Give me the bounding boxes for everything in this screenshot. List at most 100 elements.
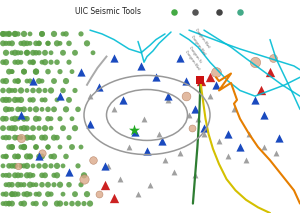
Point	[49, 51, 53, 55]
Point	[22, 70, 26, 73]
Point	[1, 42, 5, 45]
Point	[70, 202, 74, 205]
Point	[121, 98, 125, 102]
Point	[49, 127, 53, 130]
Point	[82, 174, 86, 177]
Point	[238, 10, 242, 14]
Point	[10, 164, 14, 168]
Point	[10, 183, 14, 186]
Point	[34, 42, 38, 45]
Point	[10, 193, 14, 196]
Point	[13, 89, 17, 92]
Point	[1, 193, 5, 196]
Point	[19, 202, 23, 205]
Point	[46, 145, 50, 149]
Point	[136, 193, 140, 196]
Point	[43, 98, 47, 102]
Point	[25, 117, 29, 121]
Point	[25, 136, 29, 139]
Point	[49, 89, 53, 92]
Point	[55, 174, 59, 177]
Point	[13, 155, 17, 158]
Point	[49, 117, 53, 121]
Point	[10, 70, 14, 73]
Point	[4, 32, 8, 36]
Text: UIC Seismic Tools: UIC Seismic Tools	[75, 7, 141, 16]
Point	[106, 164, 110, 168]
Point	[226, 155, 230, 158]
Point	[34, 108, 38, 111]
Point	[76, 108, 80, 111]
Point	[31, 127, 35, 130]
Point	[28, 193, 32, 196]
Point	[1, 155, 5, 158]
Point	[19, 145, 23, 149]
Point	[64, 32, 68, 36]
Point	[13, 193, 17, 196]
Point	[7, 42, 11, 45]
Point	[34, 117, 38, 121]
Point	[73, 127, 77, 130]
Point	[184, 94, 188, 98]
Point	[160, 140, 164, 143]
Point	[4, 60, 8, 64]
Point	[55, 202, 59, 205]
Point	[13, 174, 17, 177]
Point	[202, 127, 206, 130]
Point	[31, 136, 35, 139]
Point	[4, 155, 8, 158]
Point	[7, 145, 11, 149]
Point	[76, 164, 80, 168]
Point	[7, 89, 11, 92]
Point	[52, 108, 56, 111]
Point	[49, 155, 53, 158]
Point	[7, 127, 11, 130]
Point	[73, 51, 77, 55]
Point	[13, 127, 17, 130]
Point	[131, 128, 136, 132]
Point	[202, 132, 206, 135]
Point	[193, 10, 197, 14]
Point	[79, 70, 83, 73]
Point	[58, 117, 62, 121]
Point	[19, 164, 23, 168]
Point	[67, 136, 71, 139]
Point	[19, 127, 23, 130]
Point	[1, 202, 5, 205]
Point	[34, 145, 38, 149]
Point	[22, 145, 26, 149]
Point	[85, 42, 89, 45]
Point	[4, 79, 8, 83]
Point	[52, 136, 56, 139]
Point	[31, 183, 35, 186]
Point	[190, 127, 194, 130]
Point	[61, 193, 65, 196]
Point	[16, 174, 20, 177]
Point	[91, 51, 95, 55]
Point	[28, 98, 32, 102]
Text: Dungeon Blvd: Dungeon Blvd	[184, 50, 201, 71]
Point	[133, 130, 137, 134]
Point	[97, 85, 101, 88]
Point	[1, 98, 5, 102]
Point	[214, 70, 218, 73]
Point	[4, 51, 8, 55]
Point	[22, 164, 26, 168]
Point	[25, 51, 29, 55]
Point	[145, 149, 149, 153]
Point	[43, 60, 47, 64]
Point	[37, 89, 41, 92]
Point	[4, 108, 8, 111]
Point	[10, 127, 14, 130]
Point	[187, 113, 191, 117]
Point	[16, 32, 20, 36]
Point	[16, 51, 20, 55]
Point	[40, 60, 44, 64]
Point	[28, 155, 32, 158]
Point	[10, 193, 14, 196]
Point	[88, 202, 92, 205]
Point	[70, 117, 74, 121]
Point	[37, 155, 41, 158]
Point	[217, 10, 221, 14]
Point	[19, 136, 23, 139]
